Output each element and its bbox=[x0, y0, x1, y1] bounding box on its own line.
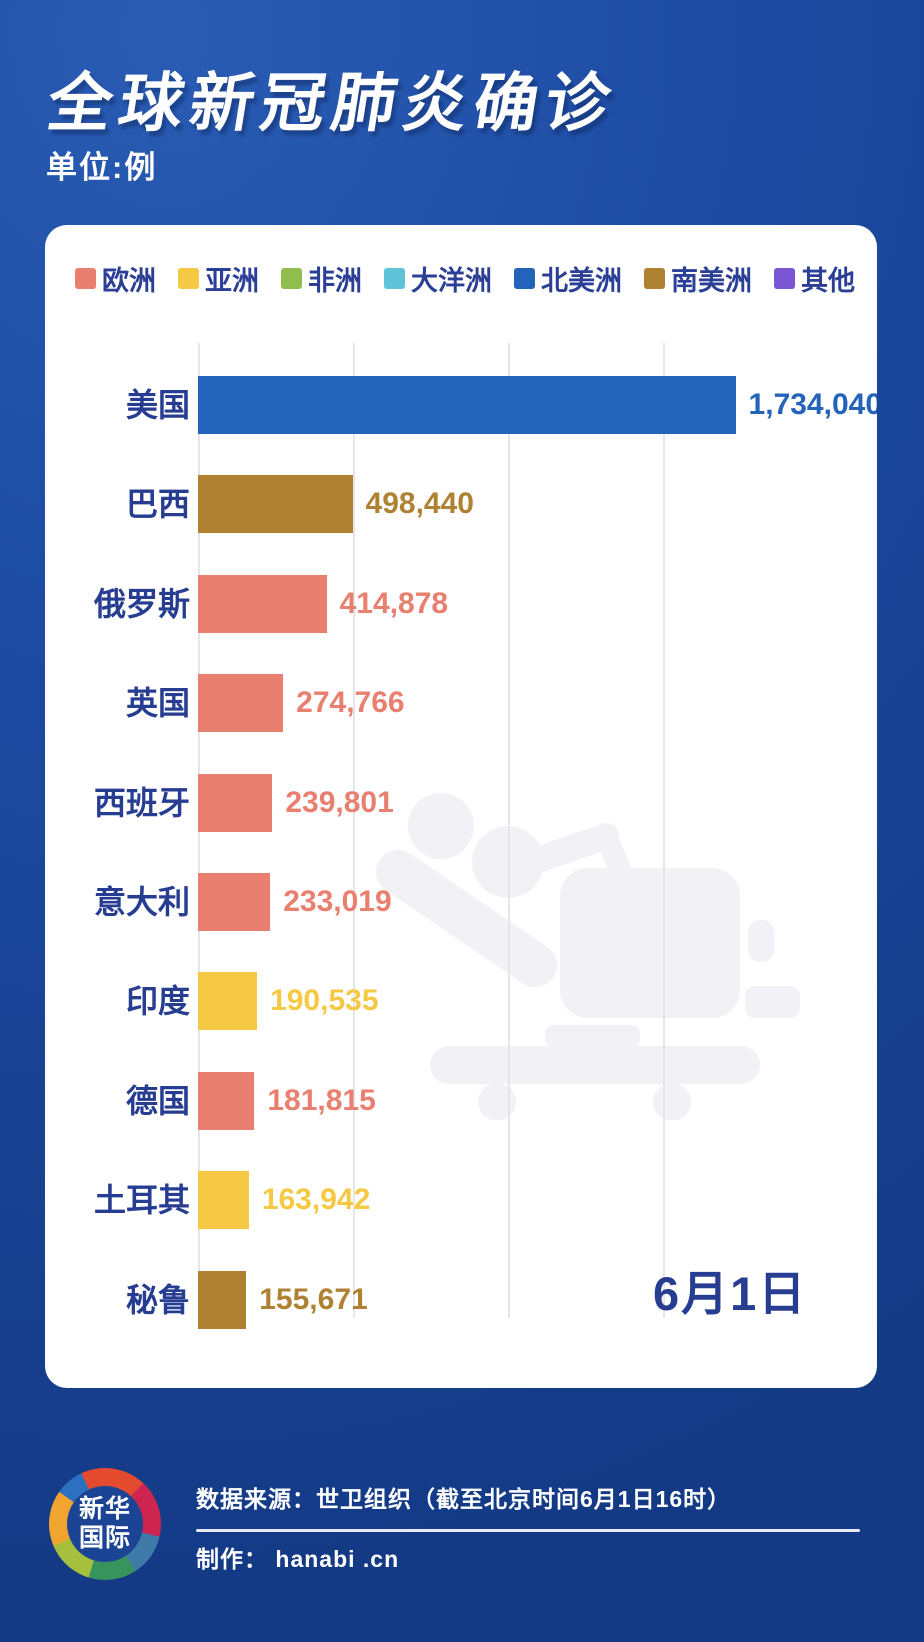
bar-7 bbox=[198, 972, 258, 1031]
chart-card: 欧洲 亚洲 非洲 大洋洲 北美洲 南美洲 其他 6月1日 bbox=[45, 225, 877, 1388]
country-label: 俄罗斯 bbox=[93, 585, 190, 622]
xinhua-international-logo: 新华 国际 bbox=[49, 1468, 161, 1580]
gridline-3 bbox=[508, 343, 510, 1318]
footer-divider bbox=[196, 1529, 860, 1532]
bar-value-label: 414,878 bbox=[339, 586, 449, 620]
country-label: 土耳其 bbox=[93, 1182, 190, 1219]
legend-item-7: 其他 bbox=[774, 259, 855, 298]
country-label: 西班牙 bbox=[93, 784, 190, 821]
bar-value-label: 498,440 bbox=[365, 487, 474, 521]
country-label: 意大利 bbox=[93, 884, 190, 920]
legend-item-3: 非洲 bbox=[281, 259, 362, 298]
gridline-2 bbox=[353, 343, 355, 1318]
legend-label: 大洋洲 bbox=[411, 265, 492, 296]
bar-4 bbox=[198, 674, 284, 733]
legend-item-2: 亚洲 bbox=[178, 259, 259, 298]
legend-label: 南美洲 bbox=[671, 265, 752, 296]
legend-swatch-icon bbox=[281, 267, 302, 289]
chart-legend: 欧洲 亚洲 非洲 大洋洲 北美洲 南美洲 其他 bbox=[75, 259, 855, 298]
legend-label: 亚洲 bbox=[205, 265, 259, 296]
bar-9 bbox=[198, 1171, 249, 1230]
bar-value-label: 1,734,040 bbox=[748, 388, 877, 421]
unit-label: 单位:例 bbox=[46, 150, 158, 185]
country-label: 美国 bbox=[125, 387, 190, 423]
bar-5 bbox=[198, 773, 273, 832]
bar-value-label: 239,801 bbox=[285, 785, 394, 819]
legend-swatch-icon bbox=[178, 267, 199, 289]
logo-text: 新华 国际 bbox=[78, 1495, 131, 1552]
legend-item-5: 北美洲 bbox=[514, 259, 622, 298]
bar-value-label: 190,535 bbox=[270, 984, 379, 1018]
legend-swatch-icon bbox=[75, 267, 96, 289]
bar-6 bbox=[198, 873, 271, 931]
country-label: 德国 bbox=[125, 1082, 190, 1119]
bar-value-label: 233,019 bbox=[283, 885, 392, 918]
bar-chart-plot: 6月1日 美国 1,734,040 巴西 498,440 俄罗斯 414,878 英国 274… bbox=[45, 225, 877, 1388]
country-label: 秘鲁 bbox=[125, 1281, 190, 1318]
country-label: 巴西 bbox=[125, 486, 190, 523]
bar-10 bbox=[198, 1270, 247, 1329]
bar-value-label: 163,942 bbox=[261, 1183, 371, 1217]
legend-item-6: 南美洲 bbox=[644, 259, 752, 298]
data-source-text: 数据来源：世卫组织（截至北京时间6月1日16时） bbox=[196, 1486, 732, 1512]
legend-swatch-icon bbox=[774, 267, 795, 289]
gridline-4 bbox=[663, 343, 665, 1318]
page-title: 全球新冠肺炎确诊 bbox=[42, 67, 623, 139]
bar-2 bbox=[198, 475, 353, 534]
legend-item-4: 大洋洲 bbox=[384, 259, 492, 298]
legend-item-1: 欧洲 bbox=[75, 259, 156, 298]
hospital-bed-watermark-icon bbox=[376, 793, 800, 1120]
bar-8 bbox=[198, 1071, 255, 1130]
legend-label: 非洲 bbox=[308, 265, 362, 296]
date-label: 6月1日 bbox=[653, 1267, 808, 1320]
bar-value-label: 181,815 bbox=[267, 1083, 376, 1117]
bar-1 bbox=[198, 376, 736, 434]
legend-label: 其他 bbox=[801, 265, 855, 296]
bar-3 bbox=[198, 574, 327, 633]
legend-label: 欧洲 bbox=[102, 265, 156, 296]
bar-value-label: 155,671 bbox=[259, 1282, 368, 1316]
country-label: 英国 bbox=[125, 685, 190, 722]
country-label: 印度 bbox=[125, 983, 190, 1020]
legend-swatch-icon bbox=[384, 267, 405, 289]
bar-value-label: 274,766 bbox=[296, 686, 405, 720]
maker-credit-text: 制作： hanabi .cn bbox=[196, 1546, 400, 1572]
legend-label: 北美洲 bbox=[541, 265, 622, 296]
legend-swatch-icon bbox=[514, 267, 535, 289]
legend-swatch-icon bbox=[644, 267, 665, 289]
